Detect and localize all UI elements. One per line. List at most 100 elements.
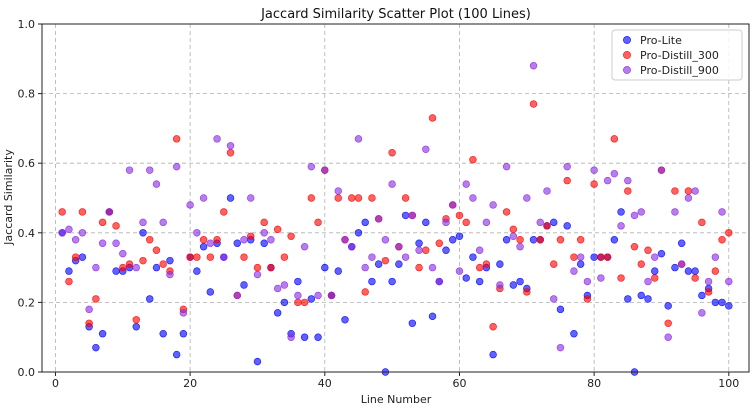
data-point [543,187,551,195]
data-point [637,291,645,300]
series-pro-distill-900 [58,62,733,352]
data-point [321,263,329,272]
data-point [112,267,120,275]
data-point [590,166,598,174]
data-point [455,232,464,240]
data-point [630,211,639,220]
data-point [644,246,652,254]
data-point [132,316,140,324]
data-point [159,260,167,268]
data-point [273,284,282,293]
data-point [422,145,430,153]
data-point [583,295,592,303]
data-point [220,253,228,261]
data-point [644,295,652,303]
data-point [624,176,632,185]
data-point [428,114,437,122]
data-point [92,295,100,303]
data-point [92,343,100,352]
data-point [624,187,632,195]
data-point [482,260,491,268]
legend: Pro-Lite Pro-Distill_300 Pro-Distill_900 [611,29,743,81]
data-point [307,162,316,171]
data-point [516,243,524,251]
data-point [220,208,228,216]
data-point [651,267,659,275]
data-point [590,180,598,188]
legend-marker [623,51,631,59]
data-point [624,295,632,303]
data-point [550,295,558,303]
data-point [576,260,585,268]
data-point [395,243,403,251]
data-point [381,256,390,265]
x-tick-label: 100 [718,377,739,390]
data-point [172,135,181,143]
data-point [139,256,147,265]
data-point [260,239,268,247]
data-point [657,166,666,174]
plot-frame [41,23,750,373]
data-point [307,194,316,202]
data-point [442,246,450,254]
y-tick-label: 0.4 [18,227,36,240]
data-point [253,357,262,366]
x-axis-label: Line Number [361,393,432,406]
data-point [58,208,66,216]
data-point [267,263,275,272]
data-point [691,274,699,282]
data-point [651,274,659,282]
data-point [105,208,114,216]
data-point [617,274,625,282]
data-point [139,229,147,237]
data-point [226,149,235,157]
data-point [610,236,619,244]
legend-label: Pro-Distill_900 [640,64,719,77]
data-point [300,243,309,251]
data-point [348,194,356,202]
data-point [71,253,80,261]
data-point [408,211,417,220]
data-point [422,218,430,227]
data-point [462,218,470,227]
data-point [718,208,726,216]
data-point [388,149,396,157]
data-point [388,277,396,286]
data-point [240,236,248,244]
data-point [401,194,410,202]
data-point [226,194,235,202]
data-point [139,218,147,227]
data-point [85,319,93,327]
x-tick-label: 40 [318,377,332,390]
data-point [65,267,73,275]
data-point [718,298,726,307]
data-point [563,176,571,185]
data-point [536,218,544,227]
data-point [287,232,295,240]
data-point [199,243,208,251]
data-point [502,162,511,171]
data-point [576,253,585,261]
data-point [152,263,161,272]
data-point [475,246,484,254]
x-tick-label: 20 [183,377,197,390]
data-point [294,298,302,307]
data-point [475,277,484,286]
data-point [576,236,585,244]
data-point [428,312,437,321]
data-point [132,323,140,331]
data-point [617,208,625,216]
data-point [334,187,342,195]
data-point [85,305,93,314]
data-point [146,166,154,174]
data-point [159,330,167,338]
data-point [671,187,679,195]
data-point [179,330,188,338]
data-point [112,222,120,230]
data-point [280,298,289,307]
data-point [58,229,66,237]
data-point [368,194,376,202]
scatter-points [58,62,733,376]
data-point [206,288,215,296]
data-point [206,239,215,247]
